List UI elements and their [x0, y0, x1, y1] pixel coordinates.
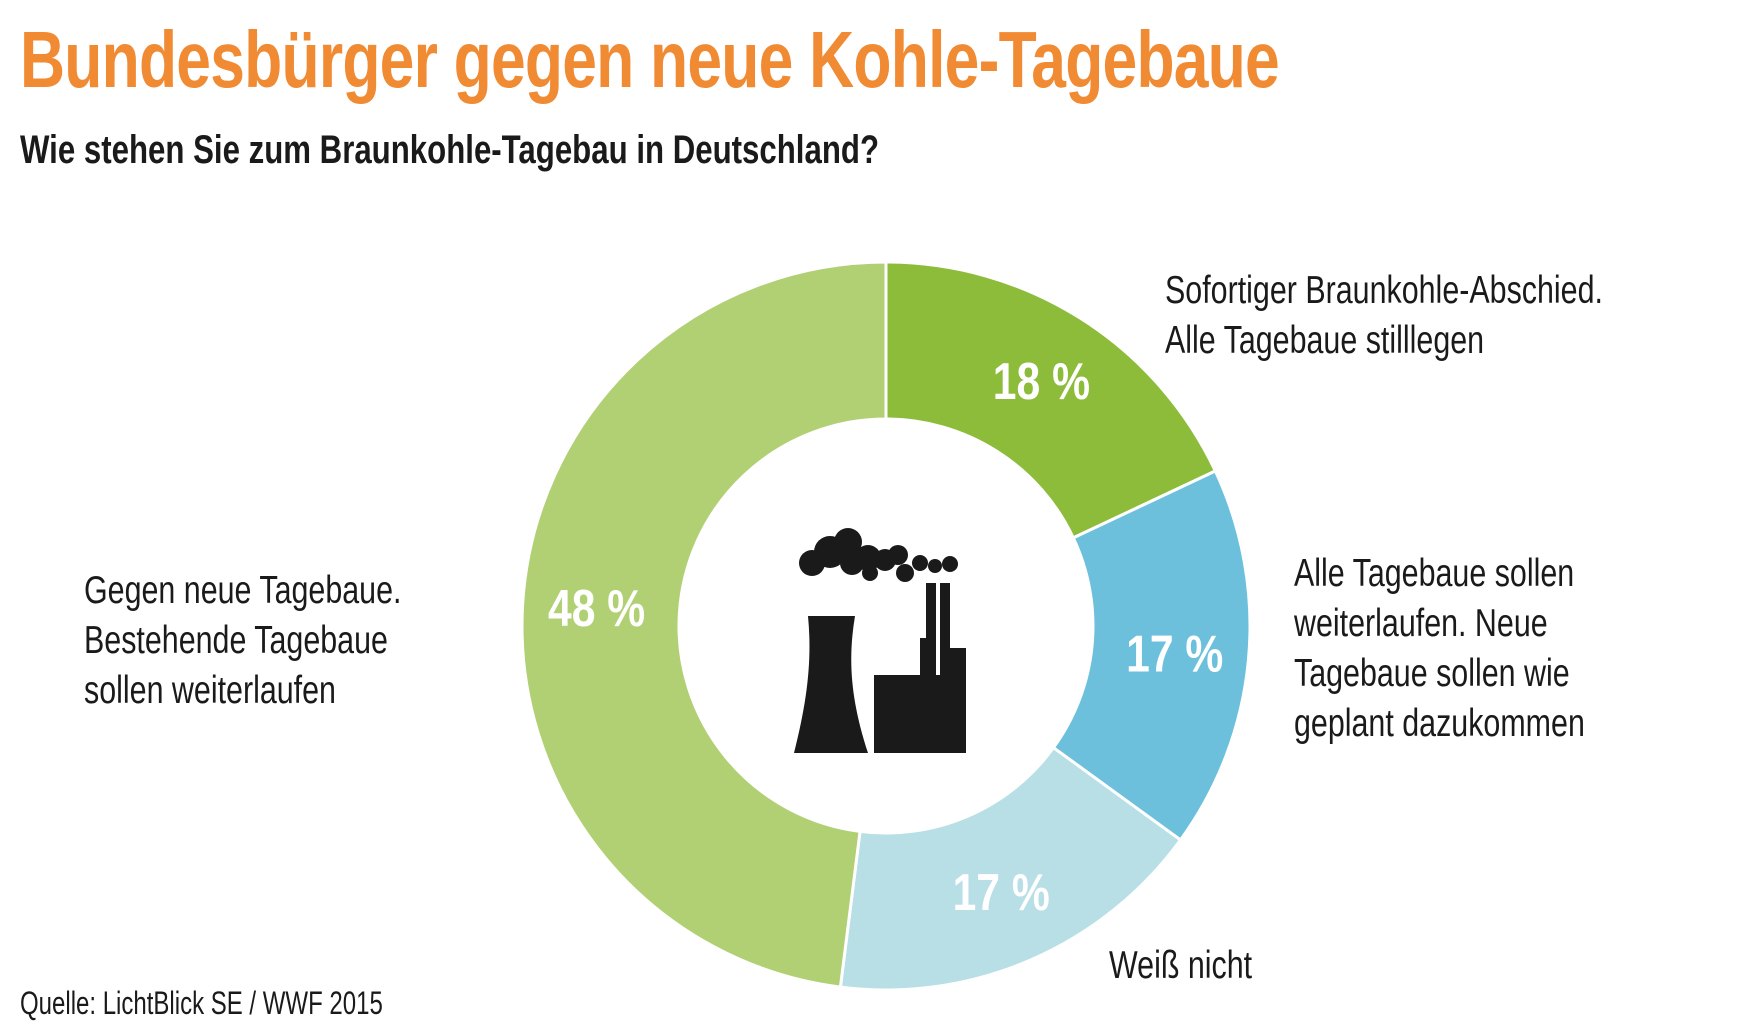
donut-slice	[884, 260, 1218, 540]
label-weiterlaufen-neue: Alle Tagebaue sollen weiterlaufen. Neue …	[1294, 549, 1585, 749]
label-line: Gegen neue Tagebaue.	[84, 569, 402, 612]
donut-slice	[1051, 469, 1252, 843]
label-weiss-nicht: Weiß nicht	[1109, 941, 1252, 991]
label-line: Tagebaue sollen wie	[1294, 652, 1570, 695]
label-line: Alle Tagebaue sollen	[1294, 552, 1575, 595]
slice-value-label: 17 %	[1126, 625, 1223, 683]
label-line: weiterlaufen. Neue	[1294, 602, 1548, 645]
slice-value-label: 48 %	[548, 580, 645, 638]
label-gegen-neue: Gegen neue Tagebaue. Bestehende Tagebaue…	[84, 566, 401, 716]
slice-value-label: 18 %	[993, 353, 1090, 411]
chart-title: Bundesbürger gegen neue Kohle-Tagebaue	[20, 15, 1280, 104]
label-line: Bestehende Tagebaue	[84, 619, 388, 662]
label-line: sollen weiterlaufen	[84, 669, 336, 712]
label-line: geplant dazukommen	[1294, 702, 1585, 745]
factory-smoke-icon	[794, 528, 966, 753]
source-note: Quelle: LichtBlick SE / WWF 2015	[20, 985, 383, 1021]
chart-subtitle: Wie stehen Sie zum Braunkohle-Tagebau in…	[20, 128, 880, 172]
label-line: Alle Tagebaue stilllegen	[1165, 319, 1485, 362]
label-sofortiger-abschied: Sofortiger Braunkohle-Abschied. Alle Tag…	[1165, 266, 1603, 366]
donut-slice	[520, 260, 888, 989]
donut-slice	[838, 745, 1183, 992]
slice-value-label: 17 %	[953, 864, 1050, 922]
label-line: Weiß nicht	[1109, 944, 1253, 987]
label-line: Sofortiger Braunkohle-Abschied.	[1165, 269, 1603, 312]
